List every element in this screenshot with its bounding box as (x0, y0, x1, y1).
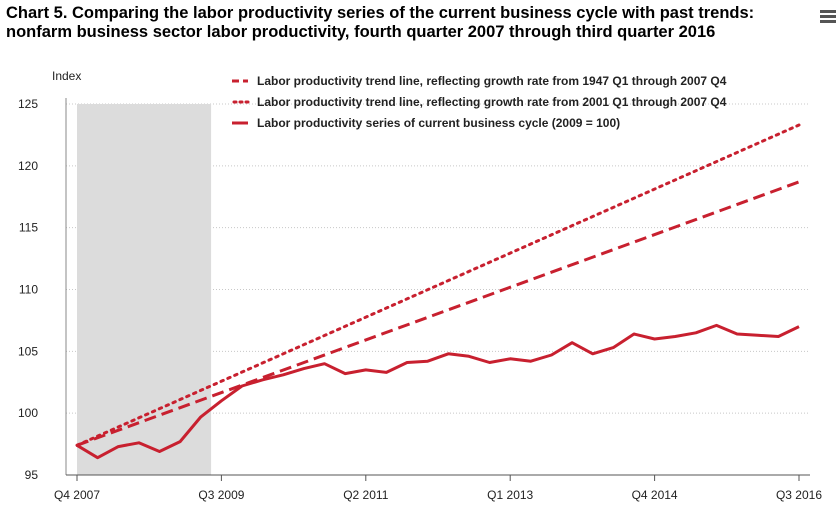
recession-shading (77, 104, 212, 475)
y-tick-label: 95 (25, 468, 39, 482)
x-tick-label: Q3 2016 (776, 488, 822, 502)
legend-layer: Labor productivity trend line, reflectin… (232, 74, 727, 130)
series-layer (75, 123, 801, 460)
y-tick-label: 115 (19, 221, 38, 235)
x-tick-label: Q4 2014 (632, 488, 678, 502)
menu-icon[interactable] (820, 10, 836, 24)
legend-label: Labor productivity trend line, reflectin… (257, 95, 727, 109)
x-tick-label: Q1 2013 (487, 488, 533, 502)
x-tick-label: Q2 2011 (343, 488, 388, 502)
axis-layer: 95 100 105 110 115 120 125 Q4 2007 Q3 2009 Q2 201… (18, 97, 822, 502)
y-axis-label: Index (52, 69, 81, 83)
series-line-solid (76, 323, 800, 460)
y-tick-label: 110 (19, 283, 38, 297)
y-tick-label: 125 (18, 97, 38, 111)
x-tick-label: Q3 2009 (198, 488, 244, 502)
y-tick-label: 100 (18, 406, 38, 420)
legend-label: Labor productivity trend line, reflectin… (257, 74, 727, 88)
x-tick-label: Q4 2007 (54, 488, 100, 502)
y-tick-label: 105 (18, 344, 38, 358)
recession-layer (77, 104, 212, 475)
series-line-dashed (76, 180, 800, 447)
y-tick-label: 120 (18, 159, 38, 173)
legend-label: Labor productivity series of current bus… (257, 116, 620, 130)
chart-title: Chart 5. Comparing the labor productivit… (6, 4, 755, 41)
